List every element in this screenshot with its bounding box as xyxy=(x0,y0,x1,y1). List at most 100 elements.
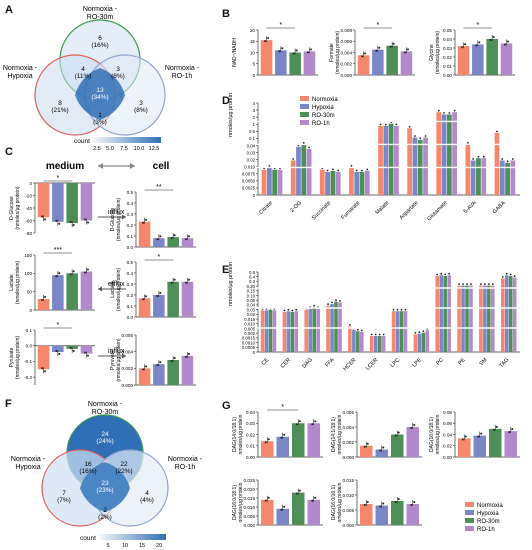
point xyxy=(327,303,329,305)
tick-label: 0.010 xyxy=(343,493,355,498)
tick-label: 0.000 xyxy=(343,523,355,528)
point xyxy=(326,169,329,172)
point xyxy=(69,221,72,223)
point xyxy=(466,142,469,144)
point xyxy=(410,504,413,506)
bar xyxy=(276,436,289,457)
point xyxy=(311,423,314,426)
bar xyxy=(334,301,338,352)
point xyxy=(513,275,516,277)
point xyxy=(394,434,397,437)
bar xyxy=(306,149,312,195)
label-cell: cell xyxy=(153,161,170,172)
point xyxy=(58,272,61,275)
tick-label: 0.0010 xyxy=(242,340,256,345)
point xyxy=(145,295,148,298)
point xyxy=(86,354,89,357)
bar xyxy=(272,169,278,195)
chart-b-nad: 0 5 10 15 20 NAD⁺/NADH * xyxy=(232,22,318,78)
tick-label: 0.4 xyxy=(249,275,256,280)
bar xyxy=(508,276,513,352)
point xyxy=(295,49,298,52)
point xyxy=(350,165,353,167)
point xyxy=(496,130,498,133)
legend-label: RO-1h xyxy=(312,121,330,127)
venn-a-colorbar xyxy=(93,137,161,143)
bar xyxy=(483,285,487,352)
tick-label: 0.01 xyxy=(443,64,452,69)
venn-a-center-region xyxy=(75,68,125,120)
tick-label: 0.3 xyxy=(127,212,134,217)
tick-label: 0.002 xyxy=(122,366,134,371)
bar xyxy=(292,492,305,525)
point xyxy=(477,435,480,438)
category-label: PE xyxy=(457,357,467,367)
bar xyxy=(359,172,365,195)
point xyxy=(142,368,145,371)
bar xyxy=(360,445,373,457)
point xyxy=(295,423,298,426)
bar xyxy=(138,298,151,317)
venn-a-label-right-2: RO-1h xyxy=(172,73,193,80)
point xyxy=(501,276,504,278)
svg-text:5: 5 xyxy=(106,543,109,549)
point xyxy=(378,46,381,49)
bar xyxy=(276,508,289,525)
point xyxy=(72,270,75,273)
point xyxy=(69,273,72,276)
point xyxy=(392,308,395,311)
tick-label: 0.02 xyxy=(443,55,452,60)
tick-label: 0.00 xyxy=(443,455,452,460)
tick-label: -0.2 xyxy=(24,375,32,380)
point xyxy=(268,165,271,167)
tick-label: 150 xyxy=(24,253,32,258)
legend-label: RO-30m xyxy=(312,113,335,119)
bar xyxy=(167,281,179,317)
svg-text:10.0: 10.0 xyxy=(134,146,145,152)
point xyxy=(264,499,267,502)
point xyxy=(184,355,187,358)
point xyxy=(44,370,47,373)
tick-label: 0.1 xyxy=(127,304,134,309)
bar xyxy=(435,276,440,352)
axis-label: DAG(14:0/18:1) xyxy=(232,417,238,452)
sig-marker: * xyxy=(56,175,59,182)
point xyxy=(440,272,443,275)
legend-g: Normoxia Hypoxia RO-30m RO-1h xyxy=(465,502,503,533)
svg-text:7.5: 7.5 xyxy=(120,146,128,152)
legend-label: Hypoxia xyxy=(312,105,334,111)
category-label: PC xyxy=(435,357,445,367)
point xyxy=(313,304,316,307)
point xyxy=(283,309,286,312)
point xyxy=(145,365,148,368)
bar xyxy=(290,312,295,352)
bar xyxy=(491,285,495,352)
bar xyxy=(301,144,307,195)
point xyxy=(142,298,145,301)
bar xyxy=(412,137,418,195)
category-label: Succinate xyxy=(311,200,332,221)
legend-swatch xyxy=(465,510,474,515)
point xyxy=(264,441,267,444)
bar xyxy=(373,336,378,352)
bar xyxy=(505,162,510,195)
point xyxy=(363,504,366,506)
point xyxy=(464,435,467,438)
bar xyxy=(375,449,388,457)
point xyxy=(314,420,317,423)
point xyxy=(355,169,358,172)
venn-a-label-left-1: Normoxia - xyxy=(3,65,38,72)
point xyxy=(410,427,413,429)
bar xyxy=(470,160,476,195)
legend-swatch xyxy=(465,502,474,507)
bar xyxy=(487,285,491,352)
tick-label: 0.015 xyxy=(244,317,255,322)
bar xyxy=(465,144,471,195)
bar xyxy=(80,183,93,221)
svg-text:24: 24 xyxy=(101,431,109,438)
point xyxy=(443,112,445,114)
axis-label: Lactate xyxy=(110,281,116,298)
svg-text:(4%): (4%) xyxy=(140,497,154,504)
tick-label: 50 xyxy=(27,289,33,294)
svg-text:(16%): (16%) xyxy=(79,468,96,475)
